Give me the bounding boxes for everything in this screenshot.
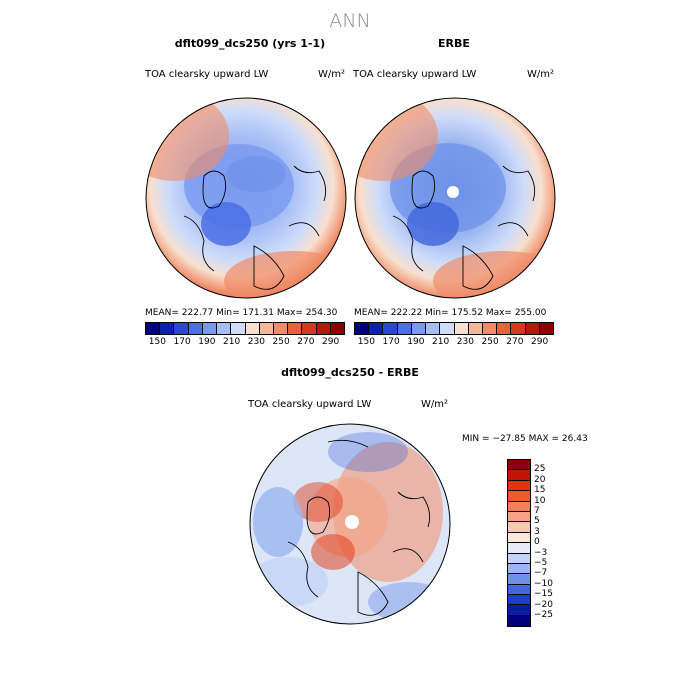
- colorbar-swatch: [369, 323, 384, 334]
- colorbar-swatch: [174, 323, 189, 334]
- colorbar-tick-label: −7: [534, 568, 548, 579]
- colorbar-tick-label: 210: [432, 337, 450, 347]
- colorbar-tick-label: 3: [534, 526, 540, 537]
- panel3-stats: MIN = −27.85 MAX = 26.43: [462, 434, 588, 444]
- colorbar-tick-label: 190: [198, 337, 216, 347]
- colorbar-swatch: [508, 605, 530, 616]
- colorbar-tick-label: −25: [534, 610, 553, 620]
- panel1-variable-label: TOA clearsky upward LW: [145, 69, 269, 80]
- colorbar-swatch: [273, 323, 289, 334]
- colorbar-swatch: [231, 323, 246, 334]
- panel2-title: ERBE: [438, 37, 470, 50]
- colorbar-tick-label: 290: [531, 337, 549, 347]
- colorbar-swatch: [355, 323, 370, 334]
- colorbar-tick-label: −5: [534, 558, 548, 568]
- colorbar-tick-label: 150: [148, 337, 166, 347]
- colorbar-swatch: [508, 470, 530, 481]
- colorbar-swatch: [160, 323, 175, 334]
- colorbar-swatch: [316, 323, 331, 334]
- colorbar-tick-label: 5: [534, 516, 540, 527]
- colorbar-tick-label: 15: [534, 485, 546, 496]
- colorbar-tick-label: 270: [297, 337, 315, 347]
- colorbar-swatch: [146, 323, 161, 334]
- colorbar-swatch: [508, 501, 530, 512]
- panel1-unit-label: W/m²: [318, 69, 346, 80]
- colorbar-swatch: [217, 323, 232, 334]
- panel3-colorbar: [507, 459, 531, 628]
- colorbar-tick-label: 250: [272, 337, 290, 347]
- colorbar-swatch: [508, 460, 530, 471]
- colorbar-swatch: [508, 595, 530, 606]
- colorbar-swatch: [508, 543, 530, 554]
- panel3-unit-label: W/m²: [421, 399, 449, 410]
- colorbar-tick-label: −10: [534, 578, 553, 589]
- colorbar-swatch: [383, 323, 398, 334]
- colorbar-swatch: [302, 323, 317, 334]
- colorbar-tick-label: −20: [534, 599, 553, 610]
- colorbar-swatch: [525, 323, 540, 334]
- colorbar-tick-label: −15: [534, 589, 553, 600]
- colorbar-swatch: [539, 323, 554, 334]
- colorbar-tick-label: 210: [223, 337, 241, 347]
- colorbar-swatch: [508, 522, 530, 533]
- panel1-colorbar: [145, 322, 345, 335]
- colorbar-swatch: [508, 532, 530, 544]
- colorbar-tick-label: 170: [173, 337, 191, 347]
- colorbar-tick-label: 250: [481, 337, 499, 347]
- colorbar-swatch: [188, 323, 203, 334]
- colorbar-swatch: [508, 615, 530, 627]
- colorbar-swatch: [508, 553, 530, 564]
- colorbar-swatch: [508, 584, 530, 596]
- colorbar-swatch: [508, 574, 530, 585]
- colorbar-swatch: [288, 323, 303, 334]
- colorbar-swatch: [330, 323, 345, 334]
- colorbar-swatch: [202, 323, 218, 334]
- panel2-colorbar: [354, 322, 554, 335]
- main-title: ANN: [329, 10, 371, 32]
- colorbar-tick-label: 20: [534, 474, 546, 485]
- colorbar-tick-label: 25: [534, 464, 546, 475]
- colorbar-swatch: [508, 480, 530, 492]
- colorbar-swatch: [508, 511, 530, 523]
- colorbar-swatch: [482, 323, 498, 334]
- panel2-variable-label: TOA clearsky upward LW: [353, 69, 477, 80]
- panel1-polar-map: [145, 97, 347, 299]
- colorbar-swatch: [397, 323, 412, 334]
- colorbar-swatch: [411, 323, 427, 334]
- colorbar-swatch: [426, 323, 441, 334]
- colorbar-swatch: [511, 323, 526, 334]
- colorbar-tick-label: 270: [506, 337, 524, 347]
- colorbar-tick-label: 10: [534, 495, 546, 506]
- colorbar-swatch: [497, 323, 512, 334]
- panel3-variable-label: TOA clearsky upward LW: [248, 399, 372, 410]
- colorbar-swatch: [508, 491, 530, 502]
- colorbar-swatch: [245, 323, 260, 334]
- colorbar-tick-label: 150: [357, 337, 375, 347]
- colorbar-swatch: [454, 323, 469, 334]
- colorbar-tick-label: 290: [322, 337, 340, 347]
- panel3-title: dflt099_dcs250 - ERBE: [281, 366, 419, 379]
- colorbar-tick-label: 170: [382, 337, 400, 347]
- panel1-stats: MEAN= 222.77 Min= 171.31 Max= 254.30: [145, 308, 338, 318]
- colorbar-tick-label: 230: [247, 337, 265, 347]
- colorbar-tick-label: −3: [534, 547, 548, 558]
- panel1-title: dflt099_dcs250 (yrs 1-1): [174, 37, 326, 50]
- colorbar-tick-label: 7: [534, 506, 540, 516]
- colorbar-tick-label: 0: [534, 537, 540, 548]
- colorbar-tick-label: 230: [456, 337, 474, 347]
- panel2-polar-map: [354, 97, 556, 299]
- panel3-difference-map: [249, 423, 451, 625]
- colorbar-swatch: [468, 323, 483, 334]
- panel2-stats: MEAN= 222.22 Min= 175.52 Max= 255.00: [354, 308, 547, 318]
- colorbar-swatch: [440, 323, 455, 334]
- panel2-unit-label: W/m²: [527, 69, 555, 80]
- colorbar-swatch: [508, 563, 530, 575]
- colorbar-swatch: [259, 323, 274, 334]
- colorbar-tick-label: 190: [407, 337, 425, 347]
